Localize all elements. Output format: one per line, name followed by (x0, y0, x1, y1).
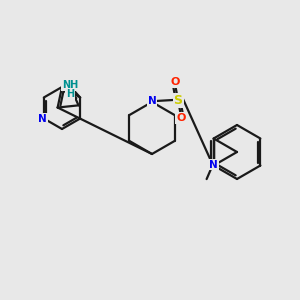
Text: N: N (209, 160, 218, 170)
Text: S: S (173, 94, 182, 106)
Text: N: N (148, 96, 156, 106)
Text: O: O (170, 77, 180, 87)
Text: NH: NH (62, 80, 78, 90)
Text: H: H (66, 89, 74, 99)
Text: N: N (38, 113, 47, 124)
Text: O: O (176, 113, 186, 123)
